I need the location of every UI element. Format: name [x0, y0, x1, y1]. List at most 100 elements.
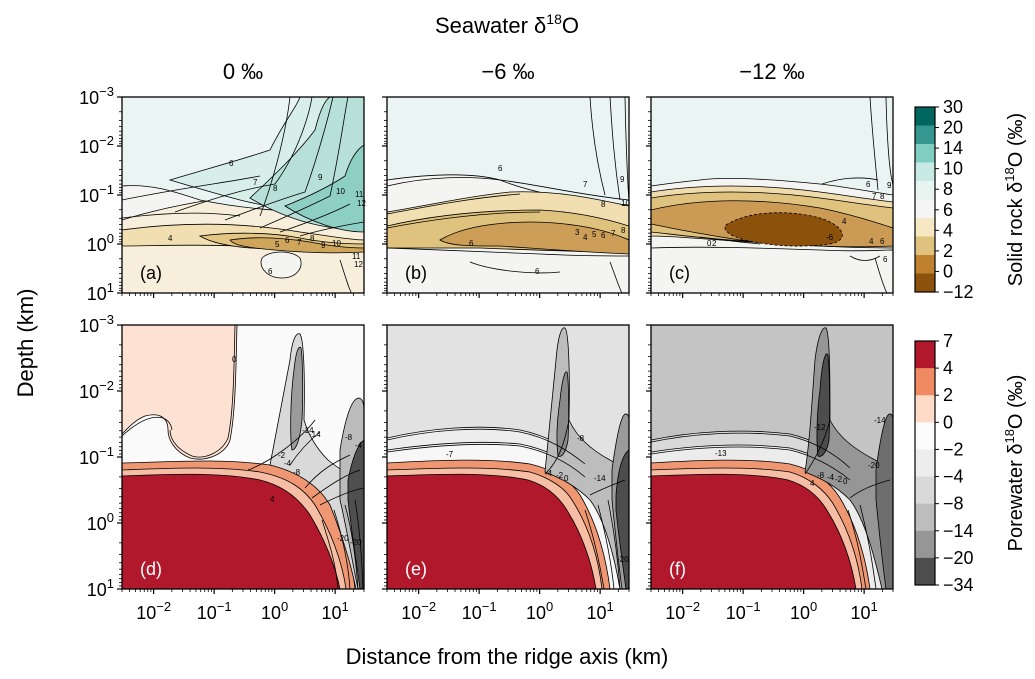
colorbar-tick-label: 4: [943, 358, 953, 378]
colorbar-swatch: [915, 503, 935, 532]
svg-text:11: 11: [355, 190, 364, 199]
x-tick-label: 101: [851, 599, 878, 623]
svg-text:8: 8: [621, 226, 626, 235]
colorbar-tick-label: 8: [943, 179, 953, 199]
x-tick-label: 100: [526, 599, 553, 623]
svg-text:10: 10: [332, 239, 341, 248]
x-tick-label: 10−2: [136, 599, 171, 623]
svg-text:8: 8: [880, 192, 885, 201]
panel-a: (a) 6 7 8 9 10 11 12 4 5 6 7 8 9 10 11 1…: [121, 96, 366, 294]
svg-text:-20: -20: [337, 534, 349, 543]
panel-label: (f): [669, 559, 686, 579]
svg-text:-14: -14: [874, 416, 886, 425]
svg-text:6: 6: [469, 239, 474, 248]
svg-text:-13: -13: [715, 449, 727, 458]
y-tick-label: 101: [87, 280, 114, 304]
x-tick-label: 101: [322, 599, 349, 623]
panel-d: (d) 0 -2 -4 -8 -14 -14 -20 -20 -8 -4 4: [121, 324, 365, 590]
panel-f: (f) -13 -12 -14 -20 -8 -4 -2 0 4: [650, 324, 894, 590]
svg-text:-2: -2: [278, 451, 286, 460]
svg-text:-12: -12: [814, 423, 826, 432]
colorbar-swatch: [915, 162, 935, 182]
colorbar-tick-label: −14: [943, 521, 974, 541]
x-tick-label: 10−1: [726, 599, 761, 623]
svg-text:11: 11: [352, 252, 361, 261]
x-tick-label: 100: [790, 599, 817, 623]
colorbar-swatch: [915, 125, 935, 145]
svg-text:-8: -8: [817, 471, 825, 480]
colorbar-tick-label: −4: [943, 467, 964, 487]
svg-text:0: 0: [232, 355, 237, 364]
svg-text:12: 12: [357, 199, 366, 208]
svg-text:-8: -8: [293, 468, 301, 477]
svg-text:8: 8: [310, 234, 315, 243]
svg-text:7: 7: [611, 229, 616, 238]
svg-text:-8: -8: [577, 434, 585, 443]
colorbar-swatch: [915, 449, 935, 478]
y-tick-label: 10−3: [79, 312, 114, 336]
panel-axes-1-1: 10−2 10−1 100 101: [382, 324, 630, 623]
svg-text:0: 0: [843, 477, 848, 486]
svg-text:6: 6: [883, 255, 888, 264]
x-tick-label: 10−2: [665, 599, 700, 623]
svg-text:4: 4: [583, 233, 588, 242]
colorbar-swatch: [915, 144, 935, 163]
colorbar-tick-label: 2: [943, 385, 953, 405]
colorbar-swatch: [915, 395, 935, 423]
svg-text:-4: -4: [545, 469, 553, 478]
svg-text:3: 3: [575, 228, 580, 237]
svg-text:4: 4: [270, 495, 275, 504]
y-tick-label: 100: [87, 510, 114, 534]
panel-c: (c) 6 7 8 9 -6 4 0 2 4 6 6: [650, 96, 894, 294]
colorbar-tick-label: −20: [943, 548, 974, 568]
panel-e: (e) -7 -8 -4 -2 0 -14 -20: [386, 324, 630, 590]
colorbar-swatch: [915, 236, 935, 256]
colorbar-swatch: [915, 218, 935, 237]
svg-text:-8: -8: [345, 433, 353, 442]
colorbar-tick-label: −12: [943, 282, 974, 302]
colorbar-swatch: [915, 273, 935, 293]
colorbar-swatch: [915, 341, 935, 369]
svg-text:5: 5: [275, 240, 280, 249]
svg-text:6: 6: [498, 164, 503, 173]
svg-text:6: 6: [866, 180, 871, 189]
svg-text:-6: -6: [826, 233, 834, 242]
svg-text:-2: -2: [556, 471, 564, 480]
svg-text:12: 12: [354, 260, 363, 269]
panel-b: (b) 6 7 8 9 10 3 4 5 6 7 8 6 6: [386, 96, 630, 294]
svg-text:6: 6: [268, 267, 273, 276]
y-tick-label: 100: [87, 231, 114, 255]
x-tick-label: 10−1: [197, 599, 232, 623]
y-tick-label: 10−1: [79, 444, 114, 468]
svg-text:9: 9: [321, 241, 326, 250]
panel-label: (b): [405, 263, 427, 283]
colorbar-tick-label: 10: [943, 159, 963, 179]
colorbar-tick-label: −34: [943, 575, 974, 595]
colorbar-tick-label: 30: [943, 97, 963, 117]
svg-text:-20: -20: [350, 538, 362, 547]
svg-text:-2: -2: [835, 475, 843, 484]
panel-axes-0-0: 10−3 10−2 10−1 100 101: [79, 84, 365, 304]
svg-text:4: 4: [842, 217, 847, 226]
colorbar-tick-label: 20: [943, 118, 963, 138]
svg-text:9: 9: [620, 175, 625, 184]
svg-text:8: 8: [601, 200, 606, 209]
colorbar-tick-label: −8: [943, 494, 964, 514]
svg-text:5: 5: [592, 230, 597, 239]
colorbar-swatch: [915, 255, 935, 274]
colorbar-swatch: [915, 557, 935, 586]
colorbar-1: 7 4 2 0 −2 −4 −8 −14 −20 −34 Porewater δ18O (‰): [914, 331, 1027, 595]
svg-text:6: 6: [880, 237, 885, 246]
contour-labels: -13 -12 -14 -20 -8 -4 -2 0 4: [715, 416, 886, 488]
svg-text:-7: -7: [446, 450, 454, 459]
colorbar-frame: [914, 340, 936, 586]
colorbar-tick-label: 4: [943, 220, 953, 240]
figure-title: Seawater δ18O: [435, 11, 579, 38]
colorbar-tick-label: 0: [943, 261, 953, 281]
x-tick-label: 101: [587, 599, 614, 623]
svg-text:9: 9: [887, 181, 892, 190]
panel-axes-1-2: 10−2 10−1 100 101: [646, 324, 894, 623]
x-tick-label: 10−2: [401, 599, 436, 623]
contour-labels: 0 -2 -4 -8 -14 -14 -20 -20 -8 -4 4: [232, 355, 363, 547]
